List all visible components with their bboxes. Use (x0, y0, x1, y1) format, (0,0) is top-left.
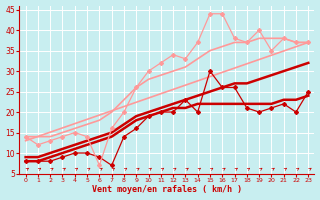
X-axis label: Vent moyen/en rafales ( km/h ): Vent moyen/en rafales ( km/h ) (92, 185, 242, 194)
